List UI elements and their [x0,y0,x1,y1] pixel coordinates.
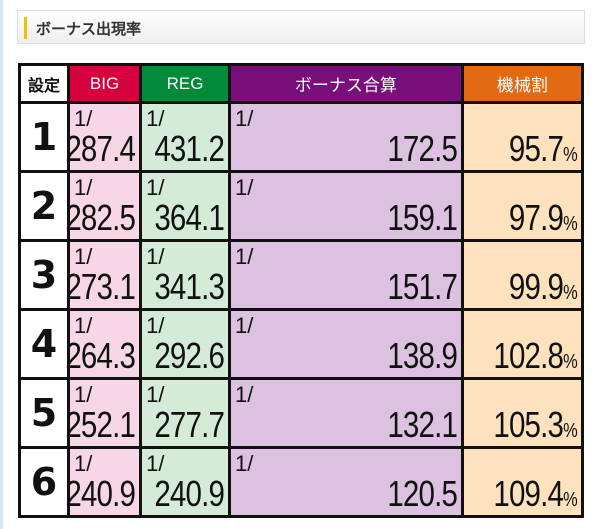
bonus-total-cell: 1/120.5 [231,449,461,515]
header-reg: REG [142,66,228,101]
fraction-prefix: 1/ [74,244,93,269]
big-cell: 1/252.1 [65,380,140,446]
payout-rate-value: 99.9 [509,266,564,307]
reg-cell-value: 364.1 [154,197,225,238]
fraction-prefix: 1/ [74,106,93,131]
header-bonus-total: ボーナス合算 [231,66,461,101]
table-row: 4 1/264.3 1/292.6 1/138.9 102.8% [21,311,581,377]
big-cell-value: 282.5 [65,197,136,238]
fraction-prefix: 1/ [235,244,254,269]
setting-cell: 1 [21,104,67,170]
payout-rate-cell: 102.8% [463,311,581,377]
fraction-prefix: 1/ [74,451,93,476]
percent-sign: % [563,351,578,373]
reg-cell: 1/292.6 [142,311,228,377]
bonus-total-cell-value: 172.5 [387,128,458,169]
reg-cell-value: 431.2 [154,128,225,169]
payout-rate-value: 102.8 [493,335,564,376]
reg-cell: 1/431.2 [142,104,228,170]
payout-rate-cell: 109.4% [463,449,581,515]
payout-rate-value: 105.3 [493,404,564,445]
big-cell: 1/287.4 [65,104,140,170]
big-cell-value: 273.1 [65,266,136,307]
setting-cell: 2 [21,173,67,239]
fraction-prefix: 1/ [74,175,93,200]
big-cell-value: 287.4 [65,128,136,169]
fraction-prefix: 1/ [146,451,165,476]
payout-rate-value: 95.7 [509,128,564,169]
payout-rate-cell: 99.9% [463,242,581,308]
bonus-total-cell: 1/172.5 [231,104,461,170]
fraction-prefix: 1/ [146,106,165,131]
setting-cell: 6 [21,449,67,515]
reg-cell-value: 341.3 [154,266,225,307]
header-big: BIG [70,66,140,101]
setting-cell: 5 [21,380,67,446]
table-row: 5 1/252.1 1/277.7 1/132.1 105.3% [21,380,581,446]
big-cell-value: 252.1 [65,404,136,445]
table-row: 6 1/240.9 1/240.9 1/120.5 109.4% [21,449,581,515]
reg-cell-value: 240.9 [154,473,225,514]
percent-sign: % [563,144,578,166]
table-row: 1 1/287.4 1/431.2 1/172.5 95.7% [21,104,581,170]
big-cell: 1/282.5 [65,173,140,239]
fraction-prefix: 1/ [74,313,93,338]
payout-rate-value: 97.9 [509,197,564,238]
table-row: 3 1/273.1 1/341.3 1/151.7 99.9% [21,242,581,308]
header-setting: 設定 [21,66,67,101]
bonus-total-cell-value: 132.1 [387,404,458,445]
bonus-total-cell: 1/138.9 [231,311,461,377]
setting-cell: 4 [21,311,67,377]
bonus-total-cell-value: 159.1 [387,197,458,238]
reg-cell: 1/364.1 [142,173,228,239]
reg-cell: 1/341.3 [142,242,228,308]
fraction-prefix: 1/ [146,175,165,200]
heading-title: ボーナス出現率 [36,20,142,38]
big-cell-value: 264.3 [65,335,136,376]
table-header-row: 設定 BIG REG ボーナス合算 機械割 [21,66,581,101]
fraction-prefix: 1/ [146,313,165,338]
bonus-total-cell: 1/151.7 [231,242,461,308]
bonus-total-cell: 1/159.1 [231,173,461,239]
heading-accent-bar [24,17,27,39]
payout-rate-cell: 97.9% [463,173,581,239]
bonus-total-cell-value: 138.9 [387,335,458,376]
payout-rate-cell: 95.7% [463,104,581,170]
bonus-total-cell: 1/132.1 [231,380,461,446]
table-row: 2 1/282.5 1/364.1 1/159.1 97.9% [21,173,581,239]
fraction-prefix: 1/ [235,106,254,131]
setting-cell: 3 [21,242,67,308]
reg-cell-value: 292.6 [154,335,225,376]
fraction-prefix: 1/ [235,451,254,476]
big-cell-value: 240.9 [65,473,136,514]
percent-sign: % [563,282,578,304]
section-heading: ボーナス出現率 [17,10,585,44]
big-cell: 1/273.1 [65,242,140,308]
fraction-prefix: 1/ [146,382,165,407]
bonus-total-cell-value: 120.5 [387,473,458,514]
fraction-prefix: 1/ [235,382,254,407]
payout-rate-cell: 105.3% [463,380,581,446]
reg-cell: 1/277.7 [142,380,228,446]
big-cell: 1/264.3 [65,311,140,377]
payout-rate-value: 109.4 [493,473,564,514]
percent-sign: % [563,489,578,511]
reg-cell: 1/240.9 [142,449,228,515]
big-cell: 1/240.9 [65,449,140,515]
percent-sign: % [563,420,578,442]
fraction-prefix: 1/ [74,382,93,407]
bonus-total-cell-value: 151.7 [387,266,458,307]
fraction-prefix: 1/ [146,244,165,269]
percent-sign: % [563,213,578,235]
fraction-prefix: 1/ [235,313,254,338]
reg-cell-value: 277.7 [154,404,225,445]
fraction-prefix: 1/ [235,175,254,200]
bonus-probability-table: 設定 BIG REG ボーナス合算 機械割 1 1/287.4 1/431.2 1/1… [18,63,584,518]
header-payout-rate: 機械割 [463,66,581,101]
